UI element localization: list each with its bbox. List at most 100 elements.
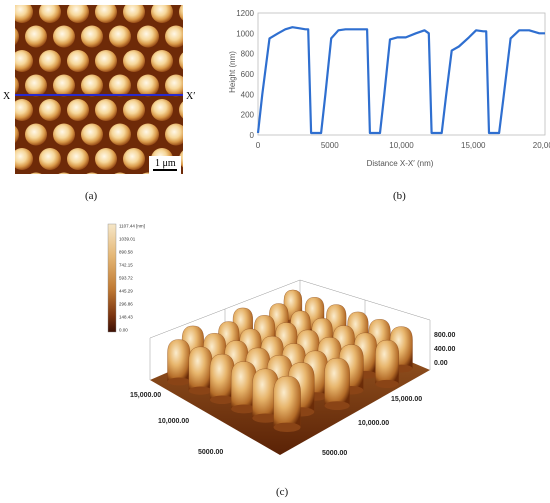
colorbar-tick-label: 1039.01 — [119, 237, 136, 242]
afm-pillar — [0, 50, 5, 72]
afm-pillar — [53, 25, 75, 48]
afm-pillar — [15, 77, 19, 94]
x-tick-label: 15,000 — [461, 141, 486, 150]
x-axis-title: Distance X-X′ (nm) — [367, 159, 434, 168]
afm-pillar — [15, 99, 33, 121]
surface-pillar — [324, 357, 350, 411]
afm-pillar — [95, 50, 117, 72]
afm-pillar — [39, 5, 61, 23]
surface-pillar — [273, 375, 301, 433]
afm-pillar — [67, 5, 89, 23]
colorbar-tick-label: 0.00 — [119, 328, 128, 333]
afm-pillar — [137, 25, 159, 48]
afm-pillar — [165, 123, 183, 146]
y-axis-title: Height (nm) — [228, 51, 237, 93]
marker-x-prime-label: X′ — [186, 91, 195, 102]
surface-pillar — [188, 346, 213, 395]
colorbar — [107, 223, 117, 333]
colorbar-tick-label: 1107.44 [nm] — [119, 224, 145, 229]
colorbar-tick-labels: 1107.44 [nm] 1039.01 890.58 742.15 593.72 445… — [119, 224, 145, 333]
afm-pillar — [95, 99, 117, 121]
y-tick-label: 800 — [241, 50, 255, 59]
surface-pillars — [167, 289, 413, 433]
afm-pillar — [25, 123, 47, 146]
afm-pillar — [151, 5, 173, 23]
afm-pillar — [109, 123, 131, 146]
afm-pillar — [81, 25, 103, 48]
z-tick-label: 400.00 — [434, 346, 456, 353]
afm-pillar — [114, 172, 126, 174]
scale-bar-label: 1 μm — [155, 158, 176, 169]
y-tick-label: 0 — [250, 131, 255, 140]
afm-top-view-image: X X′ 1 μm — [0, 5, 200, 191]
afm-pillar — [39, 50, 61, 72]
right-axis-tick-label: 5000.00 — [322, 450, 347, 457]
afm-pillar — [81, 74, 103, 97]
afm-3d-surface: 1107.44 [nm] 1039.01 890.58 742.15 593.72 445… — [107, 223, 456, 457]
afm-pillar — [15, 28, 19, 45]
afm-pillar — [165, 25, 183, 48]
afm-pillar — [95, 5, 117, 23]
surface-pillar — [252, 368, 279, 423]
left-axis-tick-label: 15,000.00 — [130, 392, 161, 399]
series-line-height — [256, 26, 545, 135]
colorbar-tick-label: 890.58 — [119, 250, 133, 255]
afm-pillar — [193, 26, 200, 48]
surface-pillar — [231, 361, 257, 414]
afm-pillar — [0, 173, 19, 191]
afm-pillar — [15, 148, 33, 170]
afm-pillar — [123, 148, 145, 170]
y-tick-label: 1200 — [236, 9, 254, 18]
panel-c: 1107.44 [nm] 1039.01 890.58 742.15 593.72 445… — [100, 210, 470, 503]
afm-pillar — [151, 50, 173, 72]
surface-pillar — [209, 353, 235, 405]
z-tick-label: 0.00 — [434, 360, 448, 367]
afm-pillar — [151, 99, 173, 121]
panel-a: X X′ 1 μm (a) — [0, 0, 200, 205]
y-tick-label: 200 — [241, 111, 255, 120]
afm-pillar — [25, 74, 47, 97]
afm-pillar — [67, 148, 89, 170]
panel-b-label: (b) — [393, 190, 406, 202]
afm-pillar — [179, 150, 183, 168]
afm-pillar — [15, 5, 33, 23]
afm-pillars — [0, 5, 200, 191]
right-axis-tick-label: 10,000.00 — [358, 420, 389, 427]
afm-pillar — [67, 50, 89, 72]
afm-pillar — [15, 50, 33, 72]
y-tick-label: 600 — [241, 70, 255, 79]
right-axis-ticks: 15,000.00 10,000.00 5000.00 — [322, 396, 422, 457]
colorbar-tick-label: 742.15 — [119, 263, 133, 268]
afm-pillar — [193, 173, 200, 191]
surface-pillar — [167, 339, 191, 386]
colorbar-tick-label: 148.43 — [119, 315, 133, 320]
afm-pillar — [0, 99, 5, 121]
x-tick-label: 20,000 — [533, 141, 550, 150]
panel-c-label: (c) — [276, 486, 289, 498]
y-tick-label: 1000 — [236, 29, 254, 38]
afm-pillar — [67, 99, 89, 121]
afm-pillar — [123, 50, 145, 72]
marker-x-label: X — [3, 91, 11, 102]
z-axis-ticks: 800.00 400.00 0.00 — [434, 332, 456, 367]
z-tick-label: 800.00 — [434, 332, 456, 339]
afm-pillar — [81, 123, 103, 146]
afm-pillar — [53, 123, 75, 146]
afm-pillar — [30, 172, 42, 174]
x-tick-label: 10,000 — [389, 141, 414, 150]
afm-pillar — [170, 172, 182, 174]
afm-pillar — [137, 74, 159, 97]
afm-pillar — [0, 148, 5, 170]
afm-pillar — [86, 172, 98, 174]
afm-pillar — [53, 74, 75, 97]
panel-a-label: (a) — [85, 190, 98, 202]
chart-tick-labels: 0 5000 10,000 15,000 20,000 0 200 400 600 800 1000… — [236, 9, 550, 150]
surface-pillar — [375, 339, 399, 389]
afm-pillar — [25, 25, 47, 48]
plot-frame — [257, 12, 546, 136]
y-tick-label: 400 — [241, 90, 255, 99]
afm-pillar — [123, 5, 145, 23]
afm-pillar — [179, 52, 183, 70]
colorbar-tick-label: 296.86 — [119, 302, 133, 307]
right-axis-tick-label: 15,000.00 — [391, 396, 422, 403]
